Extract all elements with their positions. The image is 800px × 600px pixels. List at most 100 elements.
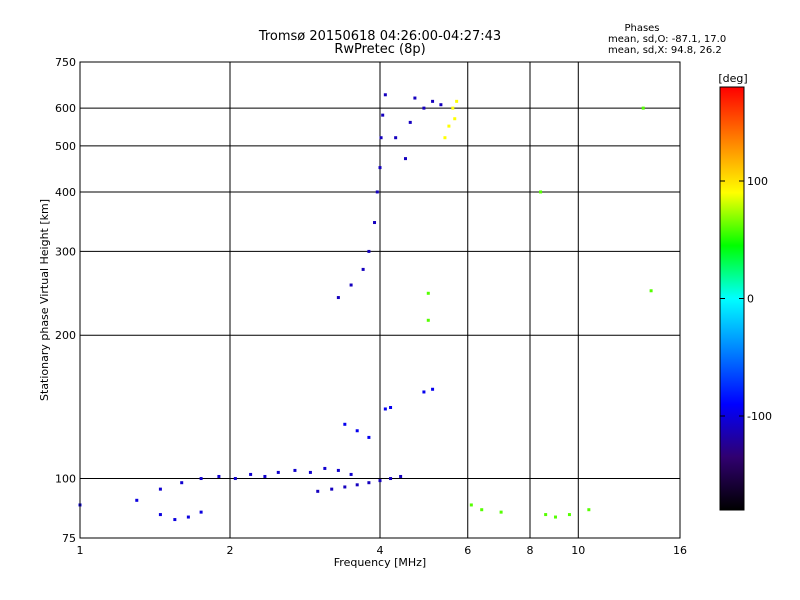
data-point (199, 477, 203, 481)
data-point (567, 513, 571, 517)
chart-title: Tromsø 20150618 04:26:00-04:27:43 (258, 29, 501, 44)
data-point (431, 99, 435, 103)
data-point (649, 289, 653, 293)
data-point (389, 406, 393, 410)
data-point (180, 481, 184, 485)
data-point (443, 136, 447, 140)
data-point (249, 472, 253, 476)
data-point (426, 291, 430, 295)
data-point (426, 318, 430, 322)
data-point (379, 136, 383, 140)
data-point (455, 99, 459, 103)
data-point (135, 498, 139, 502)
x-tick-label: 16 (673, 544, 687, 557)
y-tick-label: 300 (55, 245, 76, 258)
colorbar-tick-label: 100 (747, 175, 768, 188)
data-point (349, 283, 353, 287)
data-point (293, 468, 297, 472)
data-point (394, 136, 398, 140)
data-point (373, 221, 377, 225)
data-point (367, 435, 371, 439)
data-point (389, 477, 393, 481)
data-point (217, 474, 221, 478)
data-point (413, 96, 417, 100)
data-point (499, 510, 503, 514)
data-point (355, 429, 359, 433)
y-tick-label: 500 (55, 140, 76, 153)
data-point (186, 515, 190, 519)
x-axis: 1 2 4 6 8 10 16 (77, 544, 688, 557)
phases-o-stats: mean, sd,O: -87.1, 17.0 (608, 34, 726, 45)
x-tick-label: 2 (227, 544, 234, 557)
data-point (158, 487, 162, 491)
data-point (233, 477, 237, 481)
data-point (367, 481, 371, 485)
data-point (447, 124, 451, 128)
data-point (343, 485, 347, 489)
data-point (263, 474, 267, 478)
data-point (439, 103, 443, 107)
data-point (480, 508, 484, 512)
chart-subtitle: RwPretec (8p) (334, 42, 425, 57)
data-points (78, 93, 653, 522)
x-tick-label: 4 (377, 544, 384, 557)
colorbar-tick-label: -100 (747, 410, 772, 423)
colorbar-tick-label: 0 (747, 293, 754, 306)
y-tick-label: 200 (55, 329, 76, 342)
data-point (378, 166, 382, 170)
data-point (383, 93, 387, 97)
data-point (408, 120, 412, 124)
data-point (403, 157, 407, 161)
y-tick-label: 75 (62, 532, 76, 545)
data-point (158, 513, 162, 517)
x-tick-label: 8 (527, 544, 534, 557)
data-point (422, 106, 426, 110)
data-point (431, 387, 435, 391)
data-point (378, 479, 382, 483)
colorbar-label: [deg] (718, 72, 747, 85)
data-point (316, 489, 320, 493)
data-point (544, 513, 548, 517)
data-point (469, 503, 473, 507)
x-axis-label: Frequency [MHz] (334, 556, 426, 569)
data-point (308, 470, 312, 474)
y-tick-label: 400 (55, 186, 76, 199)
data-point (641, 106, 645, 110)
colorbar-ticks: 100 0 -100 (720, 175, 772, 423)
y-tick-label: 100 (55, 473, 76, 486)
data-point (361, 267, 365, 271)
plot-frame (79, 61, 681, 539)
x-tick-label: 1 (77, 544, 84, 557)
data-point (451, 106, 455, 110)
x-tick-label: 10 (571, 544, 585, 557)
data-point (587, 508, 591, 512)
data-point (276, 470, 280, 474)
data-point (375, 190, 379, 194)
data-point (381, 113, 385, 117)
data-point (539, 190, 543, 194)
data-point (383, 407, 387, 411)
data-point (553, 515, 557, 519)
data-point (173, 518, 177, 522)
data-point (330, 487, 334, 491)
data-point (422, 390, 426, 394)
data-point (367, 249, 371, 253)
phases-x-stats: mean, sd,X: 94.8, 26.2 (608, 45, 722, 56)
y-tick-label: 600 (55, 102, 76, 115)
phases-title: Phases (624, 23, 659, 34)
y-axis-label: Stationary phase Virtual Height [km] (38, 199, 51, 401)
data-point (349, 472, 353, 476)
y-tick-label: 750 (55, 56, 76, 69)
x-tick-label: 6 (464, 544, 471, 557)
data-point (336, 468, 340, 472)
data-point (323, 466, 327, 470)
data-point (453, 117, 457, 121)
data-point (343, 422, 347, 426)
data-point (199, 510, 203, 514)
data-point (336, 296, 340, 300)
data-point (355, 483, 359, 487)
grid (80, 62, 680, 538)
y-axis: 75 100 200 300 400 500 600 750 (55, 56, 76, 545)
data-point (399, 474, 403, 478)
